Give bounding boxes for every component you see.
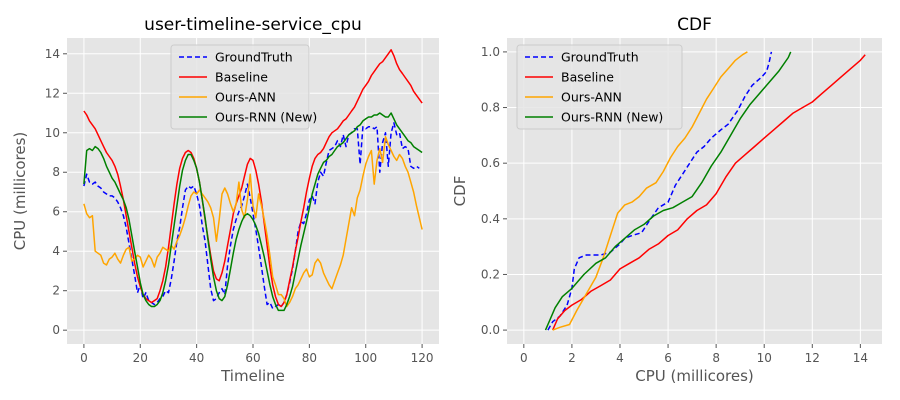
legend-entry-ours-ann: Ours-ANN — [179, 90, 276, 105]
x-tick-label: 60 — [245, 351, 260, 365]
y-axis-title: CDF — [451, 176, 469, 207]
y-tick-label: 10 — [45, 126, 60, 140]
cdf-panel: 0 2 4 6 8 10 12 14 0.0 0.2 0.4 0.6 0.8 1.0 CDF CPU (m… — [451, 15, 882, 385]
legend-label: GroundTruth — [561, 50, 639, 65]
series-line-ours-rnn — [544, 51, 792, 331]
legend-entry-ground-truth: GroundTruth — [525, 50, 639, 65]
series-line-baseline — [552, 54, 866, 331]
timeline-panel: 0 20 40 60 80 100 120 0 2 4 6 8 10 12 14 user-timeline… — [11, 15, 439, 385]
x-tick-label: 8 — [712, 351, 720, 365]
chart-title: CDF — [677, 15, 712, 35]
legend-label: GroundTruth — [215, 50, 293, 65]
legend-label: Ours-ANN — [561, 90, 622, 105]
y-axis-title: CPU (millicores) — [11, 132, 29, 251]
x-tick-label: 6 — [664, 351, 672, 365]
x-tick-label: 14 — [853, 351, 868, 365]
legend-entry-baseline: Baseline — [179, 70, 268, 85]
series-line-baseline — [83, 49, 423, 308]
y-tick-label: 0.8 — [481, 101, 500, 115]
x-tick-label: 100 — [354, 351, 377, 365]
y-tick-label: 8 — [52, 165, 60, 179]
tick-labels: 0 2 4 6 8 10 12 14 0.0 0.2 0.4 0.6 0.8 1.0 — [481, 45, 868, 365]
x-tick-label: 0 — [80, 351, 88, 365]
legend-label: Ours-RNN (New) — [561, 110, 663, 125]
legend-label: Ours-ANN — [215, 90, 276, 105]
legend: GroundTruth Baseline Ours-ANN Ours-RNN (… — [516, 44, 683, 130]
tick-labels: 0 20 40 60 80 100 120 0 2 4 6 8 10 12 14 — [45, 47, 434, 365]
legend-entry-ours-rnn: Ours-RNN (New) — [525, 110, 663, 125]
y-tick-label: 4 — [52, 244, 60, 258]
x-tick-label: 12 — [805, 351, 820, 365]
x-tick-label: 4 — [616, 351, 624, 365]
x-tick-label: 80 — [302, 351, 317, 365]
y-tick-label: 2 — [52, 284, 60, 298]
legend-label: Baseline — [561, 70, 614, 85]
legend-entry-baseline: Baseline — [525, 70, 614, 85]
x-tick-label: 0 — [520, 351, 528, 365]
legend-entry-ours-ann: Ours-ANN — [525, 90, 622, 105]
x-tick-label: 20 — [133, 351, 148, 365]
x-tick-label: 10 — [757, 351, 772, 365]
legend-entry-ground-truth: GroundTruth — [179, 50, 293, 65]
y-tick-label: 6 — [52, 205, 60, 219]
legend-entry-ours-rnn: Ours-RNN (New) — [179, 110, 317, 125]
series-line-ours-ann — [552, 51, 748, 331]
legend-box — [170, 44, 310, 130]
series — [544, 51, 866, 331]
series — [83, 49, 423, 312]
y-tick-label: 14 — [45, 47, 60, 61]
x-tick-label: 120 — [411, 351, 434, 365]
series-line-ours-rnn — [83, 112, 423, 312]
series-line-ours-ann — [83, 135, 423, 308]
y-tick-label: 0.6 — [481, 156, 500, 170]
y-tick-label: 1.0 — [481, 45, 500, 59]
legend-box — [516, 44, 683, 130]
x-axis-title: CPU (millicores) — [635, 367, 754, 385]
x-tick-label: 40 — [189, 351, 204, 365]
y-tick-label: 0.0 — [481, 323, 500, 337]
x-axis-title: Timeline — [220, 367, 285, 385]
series-line-ground-truth — [547, 51, 773, 331]
legend-label: Ours-RNN (New) — [215, 110, 317, 125]
chart-title: user-timeline-service_cpu — [144, 15, 362, 35]
grid — [507, 38, 882, 344]
legend-label: Baseline — [215, 70, 268, 85]
legend: GroundTruth Baseline Ours-ANN Ours-RNN (… — [170, 44, 317, 130]
y-tick-label: 0.2 — [481, 267, 500, 281]
x-tick-label: 2 — [568, 351, 576, 365]
y-tick-label: 12 — [45, 86, 60, 100]
y-tick-label: 0 — [52, 323, 60, 337]
y-tick-label: 0.4 — [481, 212, 500, 226]
